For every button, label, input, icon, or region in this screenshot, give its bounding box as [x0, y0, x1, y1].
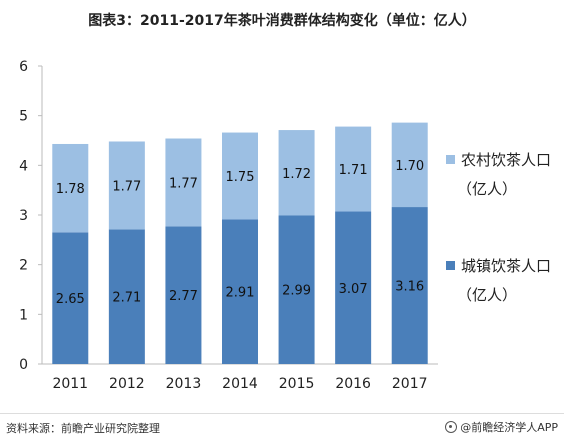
data-label-urban: 2.99: [282, 284, 311, 299]
x-tick-label: 2012: [109, 376, 145, 392]
data-label-urban: 3.16: [395, 280, 424, 295]
bar-urban: [52, 232, 89, 364]
x-tick-label: 2016: [335, 376, 371, 392]
bar-urban: [222, 219, 258, 364]
brand-credit: @前瞻经济学人APP: [445, 419, 558, 435]
data-label-urban: 2.71: [112, 291, 141, 306]
y-tick-label: 2: [19, 258, 28, 274]
bar-rural: [391, 122, 428, 208]
legend-unit-rural: （亿人）: [457, 180, 517, 198]
x-tick-label: 2011: [52, 376, 88, 392]
brand-logo-icon: [445, 421, 458, 433]
data-label-urban: 2.65: [56, 292, 85, 307]
footer-divider: [0, 413, 564, 414]
x-tick-label: 2014: [222, 376, 258, 392]
y-tick-label: 5: [19, 109, 28, 125]
source-note: 资料来源：前瞻产业研究院整理: [6, 422, 160, 435]
bar-urban: [165, 226, 202, 364]
y-tick-label: 1: [19, 307, 28, 323]
data-label-rural: 1.71: [339, 163, 368, 178]
x-tick-label: 2013: [166, 376, 202, 392]
data-label-rural: 1.78: [56, 182, 85, 197]
legend-swatch-urban: [446, 261, 455, 270]
bar-rural: [165, 138, 202, 227]
y-tick-label: 3: [19, 208, 28, 224]
y-tick-label: 4: [19, 158, 28, 174]
legend-unit-urban: （亿人）: [457, 286, 517, 304]
brand-label: @前瞻经济学人APP: [460, 421, 558, 434]
data-label-urban: 3.07: [339, 282, 368, 297]
data-label-rural: 1.72: [282, 167, 311, 182]
data-label-urban: 2.91: [226, 286, 255, 301]
data-label-rural: 1.70: [395, 159, 424, 174]
bar-urban: [391, 207, 428, 364]
x-tick-label: 2017: [392, 376, 428, 392]
bar-rural: [335, 126, 372, 212]
bar-rural: [222, 132, 258, 220]
chart-title: 图表3：2011-2017年茶叶消费群体结构变化（单位：亿人）: [88, 13, 476, 29]
legend-label-urban: 城镇饮茶人口: [461, 257, 551, 275]
data-label-rural: 1.77: [112, 179, 141, 194]
bar-urban: [108, 229, 145, 364]
y-tick-label: 0: [19, 357, 28, 373]
data-label-rural: 1.77: [169, 176, 198, 191]
legend-swatch-rural: [446, 155, 455, 164]
x-tick-label: 2015: [279, 376, 315, 392]
bar-rural: [52, 143, 89, 233]
data-label-urban: 2.77: [169, 289, 198, 304]
bar-urban: [335, 211, 372, 364]
bar-urban: [278, 215, 315, 364]
legend-label-rural: 农村饮茶人口: [461, 151, 551, 169]
y-tick-label: 6: [19, 59, 28, 75]
bar-rural: [278, 130, 315, 216]
data-label-rural: 1.75: [226, 170, 255, 185]
bar-rural: [108, 141, 145, 230]
